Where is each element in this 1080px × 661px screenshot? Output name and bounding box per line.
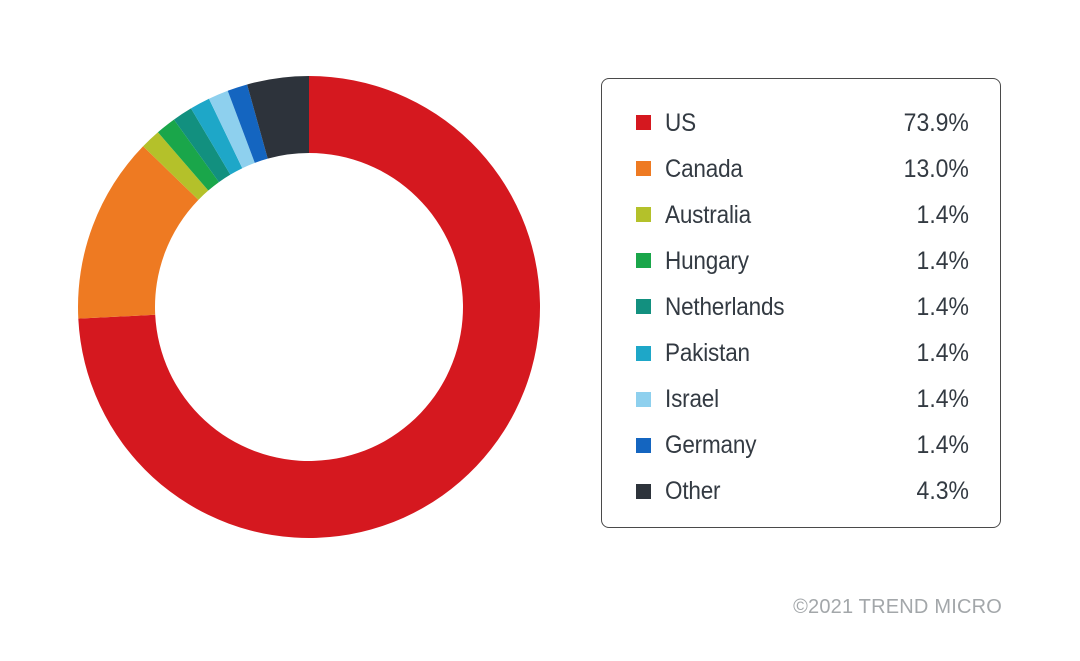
legend-label-hungary: Hungary — [665, 246, 749, 275]
legend: US 73.9% Canada 13.0% Australia 1.4% Hungary 1.… — [601, 78, 1001, 528]
legend-label-australia: Australia — [665, 200, 751, 229]
legend-value-israel: 1.4% — [916, 385, 969, 414]
legend-item-germany: Germany 1.4% — [602, 423, 1000, 469]
legend-swatch-israel — [636, 391, 651, 407]
donut-slice-netherlands — [173, 108, 231, 183]
legend-value-hungary: 1.4% — [916, 246, 969, 275]
legend-value-other: 4.3% — [916, 477, 969, 506]
legend-item-pakistan: Pakistan 1.4% — [602, 330, 1000, 376]
legend-value-us: 73.9% — [903, 108, 969, 137]
legend-label-germany: Germany — [665, 431, 757, 460]
legend-value-canada: 13.0% — [903, 154, 969, 183]
donut-slice-australia — [143, 132, 209, 200]
legend-item-canada: Canada 13.0% — [602, 146, 1000, 192]
legend-swatch-pakistan — [636, 345, 651, 361]
legend-swatch-germany — [636, 437, 651, 453]
legend-label-canada: Canada — [665, 154, 743, 183]
legend-item-israel: Israel 1.4% — [602, 377, 1000, 423]
legend-label-us: US — [665, 108, 696, 137]
legend-value-pakistan: 1.4% — [916, 339, 969, 368]
legend-label-pakistan: Pakistan — [665, 339, 750, 368]
legend-item-us: US 73.9% — [602, 100, 1000, 146]
legend-swatch-other — [636, 483, 651, 499]
legend-value-australia: 1.4% — [916, 200, 969, 229]
legend-value-germany: 1.4% — [916, 431, 969, 460]
legend-swatch-australia — [636, 207, 651, 223]
legend-item-netherlands: Netherlands 1.4% — [602, 284, 1000, 330]
legend-item-other: Other 4.3% — [602, 469, 1000, 515]
legend-value-netherlands: 1.4% — [916, 292, 969, 321]
donut-slice-canada — [78, 146, 199, 319]
donut-slice-pakistan — [190, 98, 243, 175]
legend-swatch-hungary — [636, 253, 651, 269]
legend-label-other: Other — [665, 477, 721, 506]
donut-slice-other — [247, 76, 309, 159]
legend-label-israel: Israel — [665, 385, 719, 414]
legend-swatch-netherlands — [636, 299, 651, 315]
legend-swatch-canada — [636, 161, 651, 177]
legend-swatch-us — [636, 115, 651, 131]
copyright-credit: ©2021 TREND MICRO — [793, 596, 1002, 618]
legend-item-hungary: Hungary 1.4% — [602, 238, 1000, 284]
donut-slice-us — [78, 76, 540, 538]
donut-slice-germany — [227, 84, 268, 163]
donut-slice-hungary — [157, 119, 219, 191]
donut-chart — [78, 76, 540, 538]
legend-label-netherlands: Netherlands — [665, 292, 785, 321]
legend-list: US 73.9% Canada 13.0% Australia 1.4% Hungary 1.… — [602, 79, 1000, 515]
legend-item-australia: Australia 1.4% — [602, 192, 1000, 238]
donut-slice-israel — [208, 90, 255, 169]
